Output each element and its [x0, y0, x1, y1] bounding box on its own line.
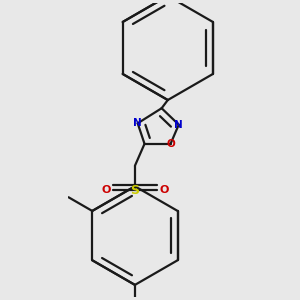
- Text: N: N: [133, 118, 142, 128]
- Text: O: O: [101, 185, 111, 195]
- Text: N: N: [174, 120, 183, 130]
- Text: O: O: [159, 185, 168, 195]
- Text: O: O: [166, 139, 175, 149]
- Text: S: S: [130, 184, 140, 197]
